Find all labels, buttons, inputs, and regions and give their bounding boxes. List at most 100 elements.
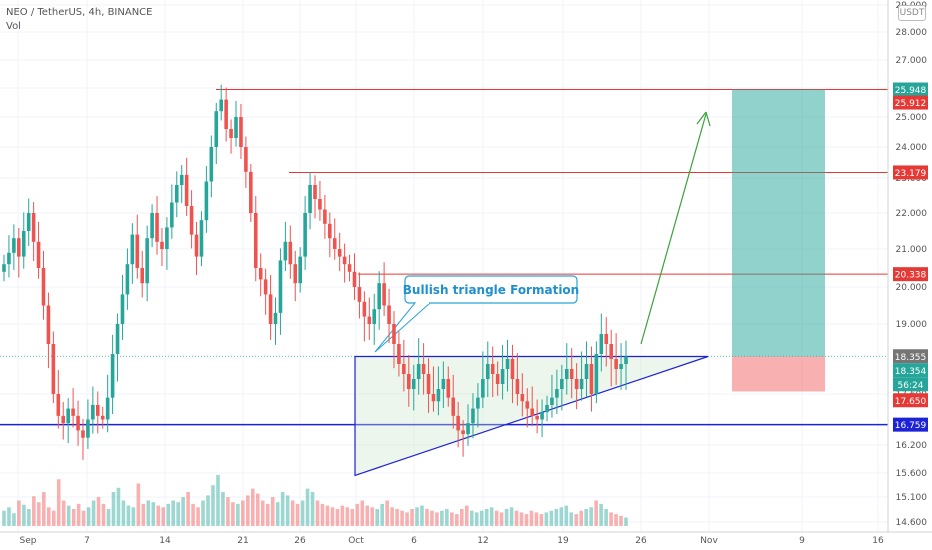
candle-body — [268, 294, 273, 324]
candle-body — [288, 241, 293, 265]
candle-body — [145, 238, 149, 284]
candle-body — [436, 389, 441, 402]
volume-bar — [574, 514, 579, 526]
volume-bar — [116, 487, 121, 526]
candle-body — [574, 379, 579, 389]
volume-bar — [455, 514, 459, 526]
x-tick-label: Oct — [348, 536, 364, 546]
candle-body — [461, 430, 465, 435]
price-badge-label: 23.179 — [895, 169, 927, 179]
candle-body — [174, 185, 179, 203]
time-axis: Sep 7 14 21 26 Oct 6 12 19 26 Nov 9 16 — [0, 531, 932, 546]
candle-body — [515, 379, 520, 394]
candle-body — [36, 241, 41, 268]
candle-body — [490, 364, 495, 374]
candle-body — [505, 359, 510, 369]
candlestick-series — [2, 84, 628, 460]
volume-bar — [559, 507, 564, 526]
candle-body — [421, 364, 426, 374]
volume-bar — [32, 496, 36, 526]
y-tick-label: 15.600 — [896, 469, 928, 479]
volume-bar — [146, 500, 151, 526]
x-tick-label: 6 — [411, 536, 417, 546]
candle-body — [184, 174, 189, 206]
y-tick-label: 24.000 — [896, 143, 928, 153]
candle-body — [273, 312, 278, 324]
volume-bar — [196, 507, 200, 526]
candle-body — [387, 305, 391, 324]
annotation-box — [404, 275, 578, 304]
volume-bar — [350, 509, 355, 526]
chart-header: NEO / TetherUS, 4h, BINANCE Vol — [6, 6, 152, 34]
price-badge-label: 25.948 — [895, 86, 927, 96]
volume-bar — [176, 502, 180, 526]
volume-bar — [415, 507, 419, 526]
price-badge — [893, 165, 928, 180]
candle-body — [51, 344, 56, 394]
candle-body — [397, 344, 401, 364]
candle-body — [342, 256, 347, 265]
volume-bar — [260, 500, 265, 526]
y-tick-label: 20.000 — [896, 283, 928, 293]
y-tick-label: 21.000 — [896, 245, 928, 255]
candle-body — [115, 324, 120, 354]
candle-body — [402, 364, 406, 374]
volume-bar — [330, 507, 335, 526]
candle-body — [100, 415, 105, 420]
candle-body — [283, 241, 288, 261]
candle-body — [253, 213, 258, 268]
candle-body — [604, 334, 609, 344]
price-badge-label: 20.338 — [895, 271, 927, 281]
candle-body — [179, 174, 184, 185]
candle-body — [278, 260, 283, 313]
volume-bar — [211, 485, 215, 526]
candle-body — [372, 309, 377, 324]
projection-arrow-line — [640, 113, 707, 345]
x-tick-label: Sep — [20, 536, 37, 546]
price-badge-label: 18.355 — [895, 353, 927, 363]
volume-bar — [504, 509, 509, 526]
volume-bar — [270, 497, 275, 526]
candle-body — [298, 256, 302, 284]
volume-bar — [17, 500, 21, 526]
projection-arrow-head — [696, 111, 711, 127]
candle-body — [110, 354, 115, 398]
candle-body — [599, 334, 604, 354]
candle-body — [189, 206, 194, 235]
volume-bar — [96, 497, 101, 526]
volume-bar — [340, 505, 345, 526]
candle-body — [451, 397, 456, 416]
profit-zone — [732, 89, 825, 357]
y-tick-label: 22.000 — [896, 209, 928, 219]
x-tick-label: 16 — [872, 536, 884, 546]
candle-body — [81, 430, 85, 438]
candle-body — [12, 238, 16, 253]
candle-body — [86, 419, 90, 438]
y-tick-label: 25.000 — [896, 113, 928, 123]
volume-bar — [206, 495, 210, 526]
candle-body — [61, 415, 66, 424]
x-tick-label: 19 — [557, 536, 569, 546]
candle-body — [17, 238, 21, 257]
candle-body — [545, 404, 549, 413]
candle-body — [594, 354, 599, 394]
volume-bar — [201, 500, 205, 526]
currency-badge[interactable]: USDT — [898, 5, 926, 21]
volume-bar — [71, 509, 76, 526]
candle-body — [441, 379, 446, 389]
candle-body — [337, 249, 342, 257]
volume-bar — [66, 505, 71, 526]
y-tick-label: 15.100 — [896, 493, 928, 503]
candle-body — [569, 369, 574, 379]
volume-bar — [37, 502, 41, 526]
candle-body — [239, 117, 243, 147]
candle-body — [194, 234, 199, 257]
volume-bar — [604, 509, 608, 526]
candle-body — [249, 171, 253, 213]
volume-bar — [355, 503, 360, 526]
volume-bar — [445, 509, 449, 526]
price-badge-label: 18.354 — [895, 367, 927, 377]
volume-bar — [126, 505, 131, 526]
candle-body — [540, 412, 544, 420]
